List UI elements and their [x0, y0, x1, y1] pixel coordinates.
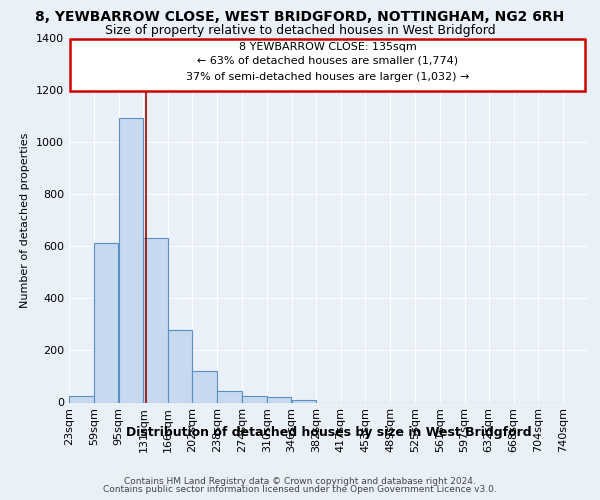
- Bar: [292, 400, 316, 402]
- Text: Contains HM Land Registry data © Crown copyright and database right 2024.: Contains HM Land Registry data © Crown c…: [124, 477, 476, 486]
- Text: Size of property relative to detached houses in West Bridgford: Size of property relative to detached ho…: [104, 24, 496, 37]
- Bar: [119, 118, 143, 403]
- Bar: [94, 244, 118, 402]
- Text: 8 YEWBARROW CLOSE: 135sqm: 8 YEWBARROW CLOSE: 135sqm: [239, 42, 416, 51]
- Bar: [242, 396, 266, 402]
- Bar: [217, 391, 242, 402]
- Text: 37% of semi-detached houses are larger (1,032) →: 37% of semi-detached houses are larger (…: [186, 72, 469, 82]
- Text: Distribution of detached houses by size in West Bridgford: Distribution of detached houses by size …: [126, 426, 532, 439]
- Bar: [167, 330, 192, 402]
- Bar: [193, 371, 217, 402]
- Bar: [69, 396, 94, 402]
- Text: ← 63% of detached houses are smaller (1,774): ← 63% of detached houses are smaller (1,…: [197, 56, 458, 66]
- Y-axis label: Number of detached properties: Number of detached properties: [20, 132, 31, 308]
- Bar: [267, 398, 292, 402]
- Text: Contains public sector information licensed under the Open Government Licence v3: Contains public sector information licen…: [103, 485, 497, 494]
- Bar: [143, 238, 168, 402]
- FancyBboxPatch shape: [70, 39, 585, 91]
- Text: 8, YEWBARROW CLOSE, WEST BRIDGFORD, NOTTINGHAM, NG2 6RH: 8, YEWBARROW CLOSE, WEST BRIDGFORD, NOTT…: [35, 10, 565, 24]
